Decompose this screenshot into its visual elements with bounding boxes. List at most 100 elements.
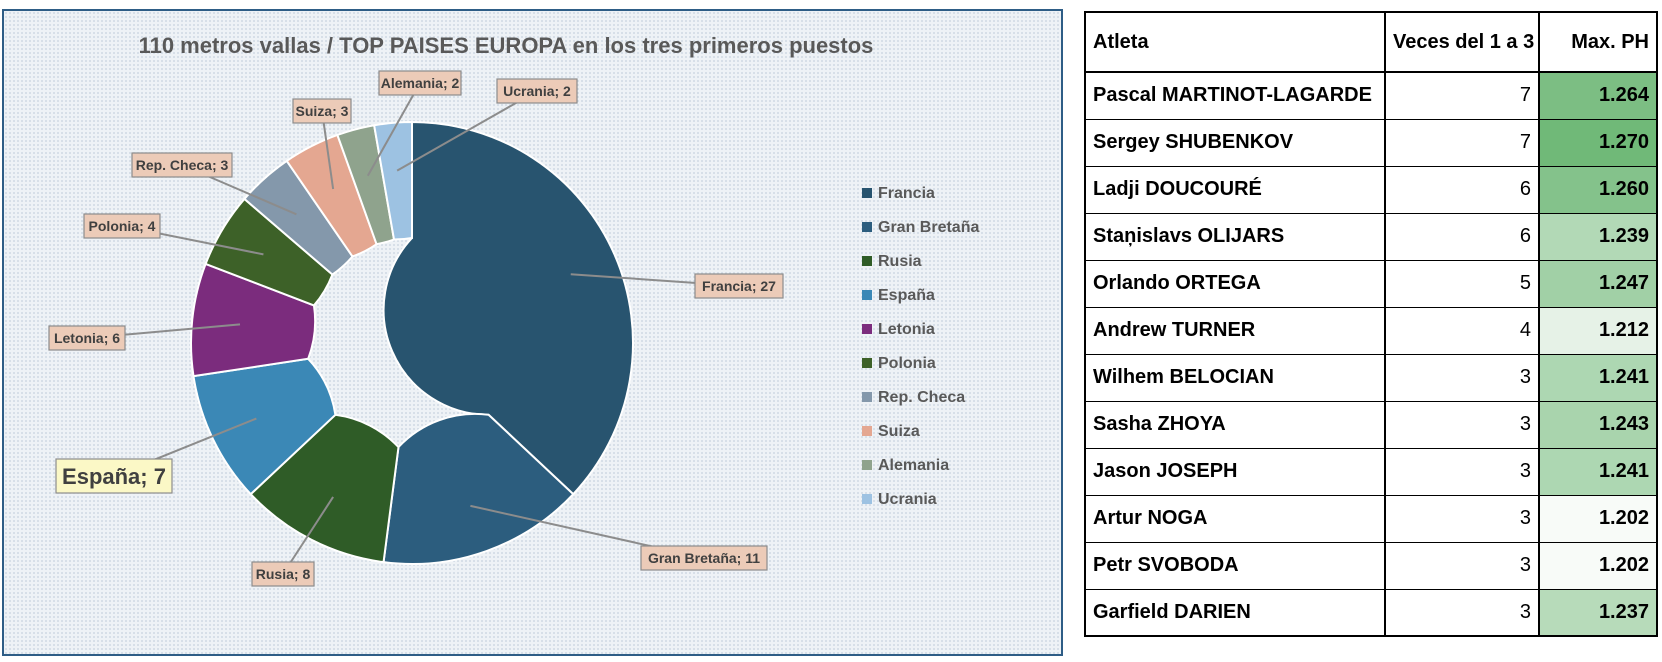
athlete-name: Jason JOSEPH [1084, 447, 1386, 496]
slice-data-label: Francia; 27 [694, 273, 784, 299]
table-row: Petr SVOBODA 3 1.202 [1084, 541, 1658, 590]
header-count: Veces del 1 a 3 [1384, 11, 1540, 73]
slice-data-label: Polonia; 4 [83, 213, 161, 239]
table-row: Orlando ORTEGA 5 1.247 [1084, 259, 1658, 308]
max-ph-value: 1.241 [1538, 447, 1658, 496]
legend-swatch [862, 392, 872, 402]
legend-swatch [862, 256, 872, 266]
data-label-text: Letonia; 6 [54, 330, 120, 346]
podium-count: 4 [1384, 306, 1540, 355]
legend-label: Ucrania [878, 491, 937, 508]
table-row: Sasha ZHOYA 3 1.243 [1084, 400, 1658, 449]
legend-swatch [862, 188, 872, 198]
donut-slice [372, 120, 413, 241]
leader-line [321, 110, 335, 190]
slice-data-label: Suiza; 3 [292, 98, 352, 124]
athlete-name: Artur NOGA [1084, 494, 1386, 543]
chart-title: 110 metros vallas / TOP PAISES EUROPA en… [139, 33, 874, 58]
table-row: Wilhem BELOCIAN 3 1.241 [1084, 353, 1658, 402]
podium-count: 3 [1384, 494, 1540, 543]
data-label-text: Suiza; 3 [296, 103, 349, 119]
slice-data-label: Alemania; 2 [378, 70, 462, 96]
athlete-name: Ladji DOUCOURÉ [1084, 165, 1386, 214]
data-label-box [694, 273, 784, 299]
legend-swatch [862, 494, 872, 504]
athlete-name: Petr SVOBODA [1084, 541, 1386, 590]
athlete-name: Pascal MARTINOT-LAGARDE [1084, 71, 1386, 120]
podium-count: 3 [1384, 447, 1540, 496]
legend-label: Suiza [878, 423, 920, 440]
max-ph-value: 1.260 [1538, 165, 1658, 214]
legend-entry: España [862, 287, 935, 304]
legend-swatch [862, 460, 872, 470]
leader-line [282, 496, 334, 575]
legend-label: Rusia [878, 253, 922, 270]
data-label-text: España; 7 [62, 464, 166, 489]
podium-count: 7 [1384, 71, 1540, 120]
legend-entry: Alemania [862, 457, 949, 474]
table-header-row: Atleta Veces del 1 a 3 Max. PH [1084, 11, 1658, 73]
podium-count: 7 [1384, 118, 1540, 167]
legend-entry: Letonia [862, 321, 935, 338]
chart-panel: 110 metros vallas / TOP PAISES EUROPA en… [2, 9, 1063, 656]
athlete-name: Sergey SHUBENKOV [1084, 118, 1386, 167]
table-row: Sergey SHUBENKOV 7 1.270 [1084, 118, 1658, 167]
donut-chart: 110 metros vallas / TOP PAISES EUROPA en… [48, 33, 979, 587]
legend-label: Francia [878, 185, 935, 202]
max-ph-value: 1.241 [1538, 353, 1658, 402]
slice-data-label: Gran Bretaña; 11 [640, 545, 768, 571]
podium-count: 6 [1384, 212, 1540, 261]
legend-label: España [878, 287, 935, 304]
legend-swatch [862, 222, 872, 232]
max-ph-value: 1.270 [1538, 118, 1658, 167]
data-label-box [48, 325, 126, 351]
slice-data-label: Letonia; 6 [48, 325, 126, 351]
legend-label: Polonia [878, 355, 936, 372]
podium-count: 6 [1384, 165, 1540, 214]
chart-legend: Francia Gran Bretaña Rusia España Letonia Pol… [862, 185, 979, 508]
data-label-text: Ucrania; 2 [503, 83, 571, 99]
athlete-name: Orlando ORTEGA [1084, 259, 1386, 308]
data-label-box [292, 98, 352, 124]
legend-swatch [862, 426, 872, 436]
legend-entry: Rusia [862, 253, 922, 270]
leader-line [366, 82, 421, 177]
legend-swatch [862, 290, 872, 300]
athlete-name: Garfield DARIEN [1084, 588, 1386, 637]
slice-data-label: Ucrania; 2 [496, 78, 578, 104]
max-ph-value: 1.202 [1538, 494, 1658, 543]
legend-entry: Rep. Checa [862, 389, 965, 406]
header-athlete: Atleta [1084, 11, 1386, 73]
slice-data-label: Rep. Checa; 3 [131, 152, 233, 178]
data-label-text: Polonia; 4 [89, 218, 156, 234]
table-row: Artur NOGA 3 1.202 [1084, 494, 1658, 543]
podium-count: 3 [1384, 353, 1540, 402]
legend-label: Gran Bretaña [878, 219, 979, 236]
legend-label: Rep. Checa [878, 389, 965, 406]
legend-swatch [862, 324, 872, 334]
donut-slice [382, 412, 575, 565]
athletes-table: Atleta Veces del 1 a 3 Max. PH Pascal MA… [1084, 11, 1658, 637]
athlete-name: Andrew TURNER [1084, 306, 1386, 355]
data-label-box [83, 213, 161, 239]
legend-label: Alemania [878, 457, 949, 474]
podium-count: 3 [1384, 400, 1540, 449]
data-label-box [55, 458, 173, 494]
athlete-name: Sasha ZHOYA [1084, 400, 1386, 449]
donut-slice [382, 120, 634, 496]
legend-entry: Ucrania [862, 491, 937, 508]
athlete-name: Staņislavs OLIJARS [1084, 212, 1386, 261]
max-ph-value: 1.239 [1538, 212, 1658, 261]
slice-data-label: España; 7 [55, 458, 173, 494]
table-row: Andrew TURNER 4 1.212 [1084, 306, 1658, 355]
legend-entry: Francia [862, 185, 935, 202]
header-max-ph: Max. PH [1538, 11, 1658, 73]
legend-entry: Polonia [862, 355, 936, 372]
data-label-box [496, 78, 578, 104]
data-label-box [251, 561, 315, 587]
data-label-text: Rusia; 8 [256, 566, 311, 582]
legend-entry: Suiza [862, 423, 920, 440]
table-row: Jason JOSEPH 3 1.241 [1084, 447, 1658, 496]
legend-swatch [862, 358, 872, 368]
data-label-text: Alemania; 2 [381, 75, 460, 91]
